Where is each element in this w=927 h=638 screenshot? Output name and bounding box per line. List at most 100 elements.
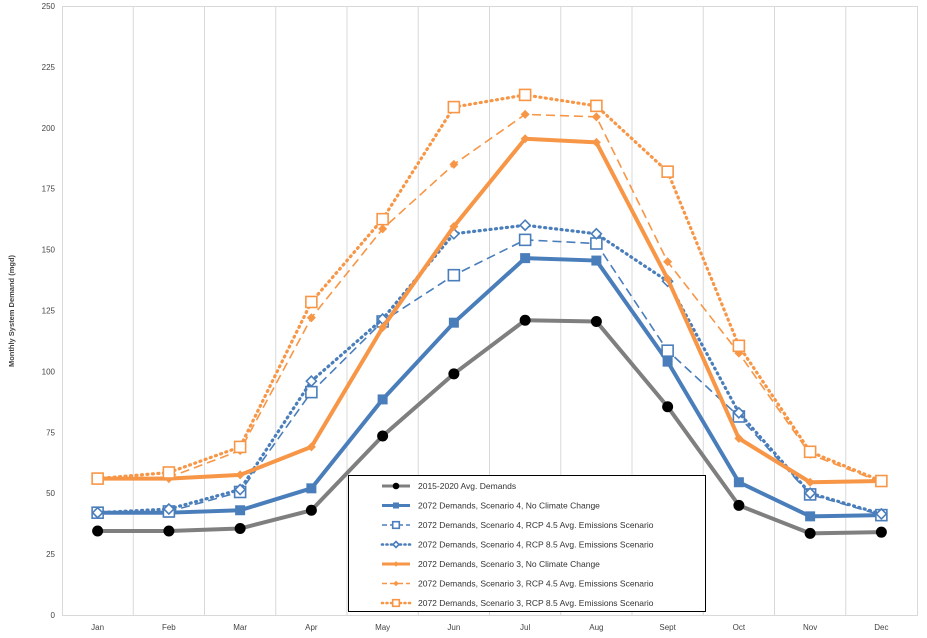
legend-item: 2072 Demands, Scenario 3, RCP 8.5 Avg. E…: [380, 598, 654, 608]
data-point: [306, 442, 316, 452]
data-point: [591, 137, 601, 147]
data-point: [235, 470, 245, 480]
series-line: [97, 318, 882, 536]
legend-item: 2072 Demands, Scenario 3, No Climate Cha…: [382, 559, 600, 569]
x-tick-label: Mar: [233, 623, 247, 632]
data-point: [520, 109, 530, 119]
data-point: [662, 356, 673, 367]
x-axis-ticks: Jan Feb Mar Apr May Jun Jul Aug Sept Oct Nov Dec: [91, 623, 888, 632]
data-point: [306, 483, 317, 494]
data-point: [875, 474, 888, 488]
data-point: [92, 525, 104, 537]
data-point: [449, 221, 459, 231]
y-tick-label: 200: [42, 124, 56, 133]
series-7: [91, 88, 888, 488]
data-point: [520, 134, 530, 144]
data-point: [391, 520, 401, 530]
data-point: [392, 482, 400, 490]
data-point: [662, 401, 674, 413]
data-point: [805, 477, 815, 487]
data-point: [162, 466, 176, 479]
legend-item: 2072 Demands, Scenario 4, RCP 4.5 Avg. E…: [382, 520, 654, 530]
data-point: [875, 526, 887, 538]
data-point: [590, 99, 603, 113]
data-point: [233, 440, 247, 454]
data-point: [519, 314, 531, 326]
data-point: [393, 502, 399, 509]
x-tick-label: Dec: [874, 623, 888, 632]
legend-label: 2072 Demands, Scenario 3, RCP 8.5 Avg. E…: [418, 598, 654, 608]
legend-label: 2072 Demands, Scenario 3, RCP 4.5 Avg. E…: [418, 579, 654, 589]
legend-box: [348, 475, 706, 612]
data-point: [805, 511, 816, 522]
data-point: [447, 100, 461, 114]
data-point: [663, 274, 673, 284]
data-point: [661, 344, 674, 357]
data-point: [377, 394, 388, 405]
series-line: [97, 136, 882, 485]
data-point: [448, 317, 459, 328]
data-point: [305, 385, 318, 399]
y-tick-label: 50: [46, 489, 55, 498]
x-tick-label: Jan: [91, 623, 104, 632]
series-line: [96, 93, 883, 483]
data-point: [376, 212, 389, 226]
data-point: [391, 540, 401, 549]
data-point: [734, 433, 744, 443]
x-tick-label: Jul: [520, 623, 530, 632]
legend-item: 2015-2020 Avg. Demands: [382, 481, 516, 491]
data-point: [661, 165, 674, 178]
y-tick-label: 0: [51, 611, 56, 620]
legend-item: 2072 Demands, Scenario 4, No Climate Cha…: [382, 501, 600, 511]
y-axis-ticks: 0 25 50 75 100 125 150 175 200 225 250: [42, 2, 56, 620]
data-point: [377, 430, 389, 442]
series-line: [97, 239, 882, 516]
data-point: [733, 477, 744, 488]
y-axis-label: Monthly System Demand (mgd): [7, 254, 16, 367]
legend-label: 2072 Demands, Scenario 4, No Climate Cha…: [418, 501, 600, 511]
y-tick-label: 100: [42, 367, 56, 376]
data-point: [448, 368, 460, 380]
data-point: [875, 507, 888, 521]
x-tick-label: May: [375, 623, 390, 632]
data-point: [732, 406, 746, 419]
data-point: [305, 504, 317, 516]
data-point: [91, 506, 104, 519]
data-point: [733, 499, 745, 511]
data-point: [804, 527, 816, 539]
data-point: [162, 502, 176, 516]
data-point: [663, 257, 673, 267]
x-tick-label: Apr: [305, 623, 318, 632]
series-line: [97, 256, 882, 519]
data-point: [378, 224, 388, 234]
y-tick-label: 225: [42, 63, 56, 72]
data-point: [378, 323, 388, 333]
data-point: [591, 255, 602, 266]
data-point: [449, 159, 459, 169]
data-point: [803, 445, 817, 459]
data-point: [91, 472, 104, 485]
legend: 2015-2020 Avg. Demands 2072 Demands, Scen…: [348, 475, 706, 612]
x-tick-label: Jun: [447, 623, 460, 632]
series-1: [92, 314, 887, 539]
y-tick-label: 175: [42, 185, 56, 194]
legend-label: 2015-2020 Avg. Demands: [418, 481, 516, 491]
data-point: [305, 295, 318, 309]
data-point: [590, 315, 602, 327]
data-point: [518, 219, 532, 232]
x-tick-label: Oct: [733, 623, 746, 632]
x-tick-label: Feb: [162, 623, 176, 632]
data-point: [520, 253, 531, 264]
x-tick-label: Sept: [659, 623, 676, 632]
y-tick-label: 25: [46, 550, 55, 559]
data-point: [235, 505, 246, 516]
data-point: [393, 561, 399, 567]
legend-item: 2072 Demands, Scenario 3, RCP 4.5 Avg. E…: [382, 579, 654, 589]
series-group: [91, 88, 888, 539]
y-tick-label: 125: [42, 307, 56, 316]
x-tick-label: Aug: [589, 623, 603, 632]
legend-label: 2072 Demands, Scenario 4, RCP 8.5 Avg. E…: [418, 540, 654, 550]
data-point: [305, 375, 318, 388]
y-tick-label: 250: [42, 2, 56, 11]
